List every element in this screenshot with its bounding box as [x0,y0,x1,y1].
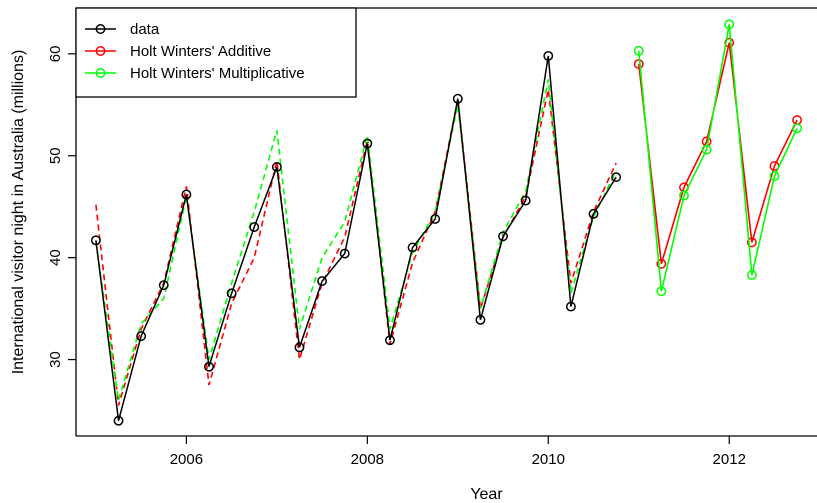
x-tick-label: 2012 [713,451,746,468]
data-point [362,138,373,149]
forecast-point [656,258,667,269]
forecast-point [633,59,644,69]
forecast-point [792,115,803,126]
legend-marker [95,24,106,34]
data-point [407,242,418,253]
data-point [452,93,463,104]
data-point [611,172,622,183]
data-point [249,222,260,233]
y-tick-label: 50 [47,147,64,164]
data-point [317,276,328,287]
legend: data Holt Winters' Additive Holt Winters' … [75,7,357,98]
y-tick-label: 60 [47,46,64,63]
data-point [113,415,124,426]
data-point [385,335,395,346]
x-axis-title: Year [470,486,503,503]
x-tick-label: 2006 [170,451,203,468]
forecast-point [792,123,803,134]
data-line [95,55,617,421]
y-axis-title: International visitor night in Australia… [10,50,27,375]
data-point [271,162,282,172]
x-tick-label: 2010 [532,451,565,468]
legend-label: Holt Winters' Multiplicative [130,65,305,82]
plot-lines [90,19,803,426]
forecast-point [633,45,644,56]
data-point [565,301,576,312]
x-tick-label: 2008 [351,451,384,468]
y-tick-label: 30 [47,351,64,368]
data-point [158,280,169,291]
fitted-line [95,89,617,406]
data-point [430,213,441,224]
legend-label: Holt Winters' Additive [130,43,271,60]
data-point [339,248,350,259]
forecast-point [724,37,735,48]
forecast-point [746,270,757,280]
legend-marker [95,68,106,78]
data-point [543,50,554,61]
data-point [588,208,599,219]
data-point [226,288,237,299]
forecast-point [746,237,757,248]
forecast-point [701,144,712,155]
forecast-point [769,171,780,182]
legend-box [75,7,357,98]
fitted-line [95,79,617,401]
forecast-line [637,42,798,265]
forecast-line [637,24,798,292]
data-point [520,195,531,206]
data-point [90,235,101,246]
data-point [498,231,508,242]
forecast-point [679,190,689,201]
forecast-point [724,19,735,30]
y-tick-label: 40 [47,249,64,266]
data-point [136,331,147,342]
data-point [475,314,486,325]
data-point [294,342,305,353]
legend-marker [95,46,106,56]
forecast-point [656,286,667,297]
data-point [204,361,214,372]
data-point [181,189,192,200]
legend-label: data [130,21,160,38]
